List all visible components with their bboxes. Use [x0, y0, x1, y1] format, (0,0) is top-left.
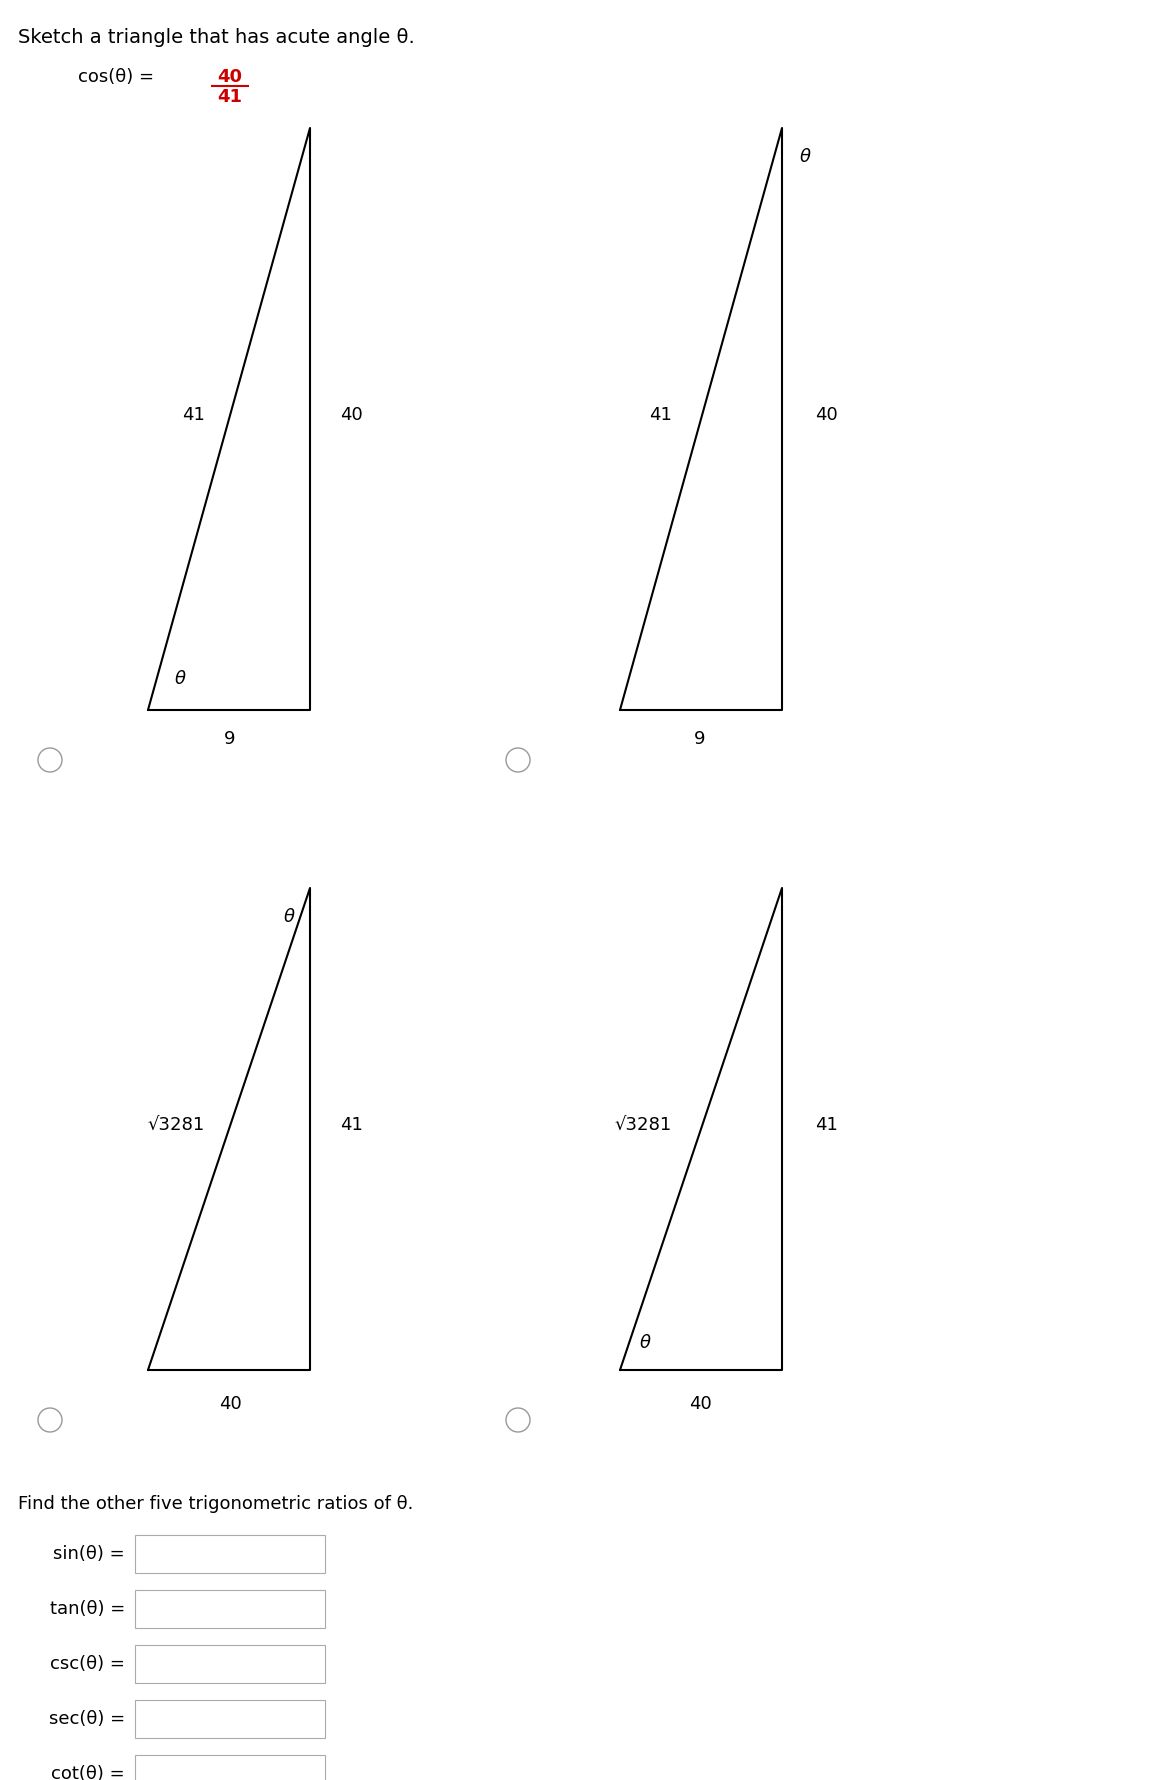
Text: 9: 9 — [694, 730, 706, 748]
Text: sin(θ) =: sin(θ) = — [53, 1545, 125, 1563]
Text: 41: 41 — [649, 406, 672, 424]
Text: 40: 40 — [218, 68, 242, 85]
FancyBboxPatch shape — [135, 1645, 325, 1684]
Text: 41: 41 — [182, 406, 205, 424]
Text: √3281: √3281 — [148, 1116, 205, 1134]
Text: 40: 40 — [219, 1396, 241, 1413]
Text: θ: θ — [284, 908, 295, 926]
FancyBboxPatch shape — [135, 1700, 325, 1737]
Text: 40: 40 — [815, 406, 838, 424]
Text: θ: θ — [175, 669, 186, 689]
Text: tan(θ) =: tan(θ) = — [50, 1600, 125, 1618]
Text: 41: 41 — [340, 1116, 363, 1134]
Text: sec(θ) =: sec(θ) = — [48, 1711, 125, 1728]
FancyBboxPatch shape — [135, 1534, 325, 1574]
Text: √3281: √3281 — [615, 1116, 672, 1134]
Text: θ: θ — [800, 148, 811, 166]
Text: Find the other five trigonometric ratios of θ.: Find the other five trigonometric ratios… — [18, 1495, 414, 1513]
Text: cot(θ) =: cot(θ) = — [52, 1766, 125, 1780]
FancyBboxPatch shape — [135, 1755, 325, 1780]
Text: Sketch a triangle that has acute angle θ.: Sketch a triangle that has acute angle θ… — [18, 28, 415, 46]
Text: 40: 40 — [340, 406, 363, 424]
Text: csc(θ) =: csc(θ) = — [50, 1655, 125, 1673]
Text: 40: 40 — [688, 1396, 711, 1413]
Text: 9: 9 — [224, 730, 235, 748]
Text: cos(θ) =: cos(θ) = — [78, 68, 160, 85]
Text: 41: 41 — [218, 87, 242, 107]
Text: θ: θ — [640, 1333, 651, 1353]
FancyBboxPatch shape — [135, 1590, 325, 1629]
Text: 41: 41 — [815, 1116, 838, 1134]
